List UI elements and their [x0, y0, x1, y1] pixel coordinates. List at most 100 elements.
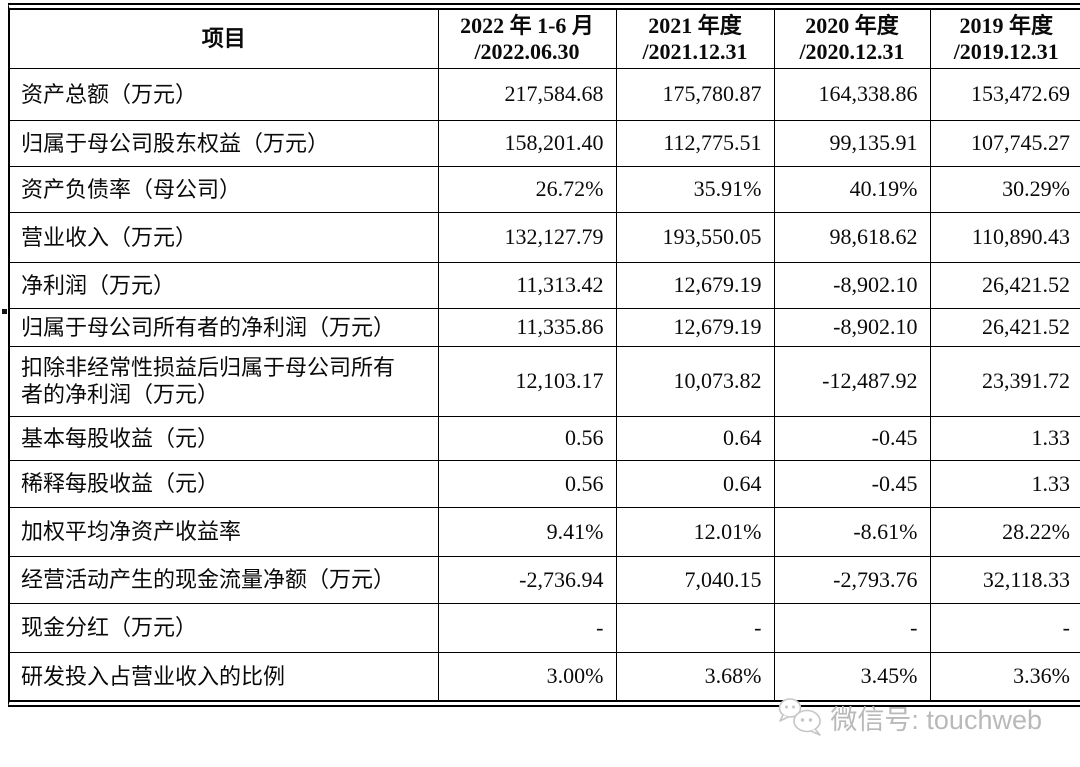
- row-label: 净利润（万元）: [10, 261, 439, 309]
- row-label: 现金分红（万元）: [10, 602, 439, 653]
- period-line1: 2019 年度: [959, 12, 1053, 38]
- cell-value: -12,487.92: [773, 345, 931, 417]
- cell-value: -8,902.10: [773, 307, 931, 347]
- row-label: 经营活动产生的现金流量净额（万元）: [10, 555, 439, 604]
- period-line2: /2019.12.31: [953, 38, 1059, 64]
- cell-value: 30.29%: [929, 165, 1080, 213]
- cell-value: 98,618.62: [773, 211, 931, 263]
- table-row: 经营活动产生的现金流量净额（万元） -2,736.94 7,040.15 -2,793…: [10, 555, 1080, 604]
- cell-value: 175,780.87: [615, 67, 775, 121]
- column-header-2022: 2022 年 1-6 月 /2022.06.30: [437, 10, 617, 69]
- wechat-icon: [777, 696, 823, 738]
- cell-value: 12.01%: [615, 506, 775, 557]
- cell-value: -0.45: [773, 459, 931, 508]
- cell-value: 112,775.51: [615, 119, 775, 167]
- financial-summary-table: 项目 2022 年 1-6 月 /2022.06.30 2021 年度 /202…: [8, 3, 1080, 707]
- table-row: 基本每股收益（元） 0.56 0.64 -0.45 1.33: [10, 415, 1080, 461]
- cell-value: 0.64: [615, 459, 775, 508]
- table-row: 资产总额（万元） 217,584.68 175,780.87 164,338.86 15…: [10, 67, 1080, 121]
- cell-value: 1.33: [929, 415, 1080, 461]
- cell-value: -: [773, 602, 931, 653]
- column-header-2021: 2021 年度 /2021.12.31: [615, 10, 775, 69]
- cell-value: -: [615, 602, 775, 653]
- row-label: 稀释每股收益（元）: [10, 459, 439, 508]
- row-label: 研发投入占营业收入的比例: [10, 651, 439, 700]
- column-header-item: 项目: [10, 10, 439, 69]
- cell-value: 1.33: [929, 459, 1080, 508]
- cell-value: -: [929, 602, 1080, 653]
- cell-value: 3.45%: [773, 651, 931, 700]
- cell-value: 10,073.82: [615, 345, 775, 417]
- cell-value: 107,745.27: [929, 119, 1080, 167]
- cell-value: 9.41%: [437, 506, 617, 557]
- cell-value: 12,679.19: [615, 261, 775, 309]
- table-row: 加权平均净资产收益率 9.41% 12.01% -8.61% 28.22%: [10, 506, 1080, 557]
- table-header: 项目 2022 年 1-6 月 /2022.06.30 2021 年度 /202…: [10, 10, 1080, 69]
- cell-value: 0.56: [437, 459, 617, 508]
- table-row: 资产负债率（母公司） 26.72% 35.91% 40.19% 30.29%: [10, 165, 1080, 213]
- table-row: 营业收入（万元） 132,127.79 193,550.05 98,618.62 110…: [10, 211, 1080, 263]
- row-label: 加权平均净资产收益率: [10, 506, 439, 557]
- artifact-dot: [2, 309, 7, 314]
- cell-value: 3.00%: [437, 651, 617, 700]
- cell-value: -2,793.76: [773, 555, 931, 604]
- cell-value: 110,890.43: [929, 211, 1080, 263]
- cell-value: 158,201.40: [437, 119, 617, 167]
- cell-value: 35.91%: [615, 165, 775, 213]
- cell-value: 99,135.91: [773, 119, 931, 167]
- table-row: 归属于母公司所有者的净利润（万元） 11,335.86 12,679.19 -8,90…: [10, 307, 1080, 347]
- row-label: 基本每股收益（元）: [10, 415, 439, 461]
- cell-value: 3.68%: [615, 651, 775, 700]
- table-row: 稀释每股收益（元） 0.56 0.64 -0.45 1.33: [10, 459, 1080, 508]
- cell-value: 7,040.15: [615, 555, 775, 604]
- cell-value: -8,902.10: [773, 261, 931, 309]
- watermark: 微信号: touchweb: [777, 696, 1042, 738]
- period-line2: /2021.12.31: [642, 38, 748, 64]
- cell-value: 0.64: [615, 415, 775, 461]
- cell-value: -0.45: [773, 415, 931, 461]
- row-label: 归属于母公司股东权益（万元）: [10, 119, 439, 167]
- row-label: 扣除非经常性损益后归属于母公司所有者的净利润（万元）: [10, 345, 439, 417]
- table-row: 扣除非经常性损益后归属于母公司所有者的净利润（万元） 12,103.17 10,07…: [10, 345, 1080, 417]
- column-header-2019: 2019 年度 /2019.12.31: [929, 10, 1080, 69]
- watermark-text: 微信号: touchweb: [830, 704, 1042, 735]
- cell-value: -: [437, 602, 617, 653]
- cell-value: 217,584.68: [437, 67, 617, 121]
- cell-value: -8.61%: [773, 506, 931, 557]
- cell-value: -2,736.94: [437, 555, 617, 604]
- column-header-item-label: 项目: [201, 25, 246, 51]
- cell-value: 11,313.42: [437, 261, 617, 309]
- row-label: 归属于母公司所有者的净利润（万元）: [10, 307, 439, 347]
- cell-value: 26,421.52: [929, 261, 1080, 309]
- period-line1: 2020 年度: [805, 12, 899, 38]
- cell-value: 153,472.69: [929, 67, 1080, 121]
- row-label: 资产总额（万元）: [10, 67, 439, 121]
- table-row: 净利润（万元） 11,313.42 12,679.19 -8,902.10 26,421…: [10, 261, 1080, 309]
- cell-value: 132,127.79: [437, 211, 617, 263]
- cell-value: 12,103.17: [437, 345, 617, 417]
- row-label: 营业收入（万元）: [10, 211, 439, 263]
- column-header-2020: 2020 年度 /2020.12.31: [773, 10, 931, 69]
- cell-value: 3.36%: [929, 651, 1080, 700]
- cell-value: 23,391.72: [929, 345, 1080, 417]
- table-row: 现金分红（万元） - - - -: [10, 602, 1080, 653]
- header-row: 项目 2022 年 1-6 月 /2022.06.30 2021 年度 /202…: [10, 10, 1080, 69]
- row-label: 资产负债率（母公司）: [10, 165, 439, 213]
- table-body: 资产总额（万元） 217,584.68 175,780.87 164,338.86 15…: [10, 67, 1080, 700]
- cell-value: 26,421.52: [929, 307, 1080, 347]
- cell-value: 12,679.19: [615, 307, 775, 347]
- table-row: 研发投入占营业收入的比例 3.00% 3.68% 3.45% 3.36%: [10, 651, 1080, 700]
- cell-value: 28.22%: [929, 506, 1080, 557]
- period-line1: 2021 年度: [648, 12, 742, 38]
- cell-value: 164,338.86: [773, 67, 931, 121]
- cell-value: 26.72%: [437, 165, 617, 213]
- cell-value: 40.19%: [773, 165, 931, 213]
- period-line1: 2022 年 1-6 月: [460, 12, 594, 38]
- period-line2: /2022.06.30: [474, 38, 580, 64]
- cell-value: 32,118.33: [929, 555, 1080, 604]
- cell-value: 193,550.05: [615, 211, 775, 263]
- table-row: 归属于母公司股东权益（万元） 158,201.40 112,775.51 99,135…: [10, 119, 1080, 167]
- cell-value: 0.56: [437, 415, 617, 461]
- cell-value: 11,335.86: [437, 307, 617, 347]
- period-line2: /2020.12.31: [799, 38, 905, 64]
